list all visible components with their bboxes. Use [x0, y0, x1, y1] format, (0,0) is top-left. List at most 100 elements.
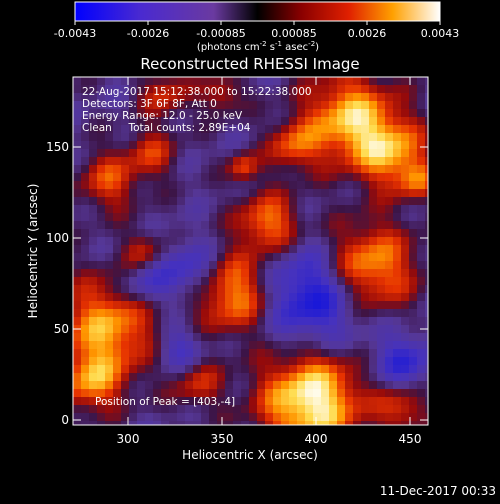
image-pixel	[169, 157, 178, 166]
image-pixel	[153, 317, 162, 326]
image-pixel	[233, 357, 242, 366]
image-pixel	[169, 149, 178, 158]
image-pixel	[233, 245, 242, 254]
image-pixel	[241, 141, 250, 150]
image-pixel	[177, 85, 186, 94]
image-pixel	[369, 261, 378, 270]
image-pixel	[161, 293, 170, 302]
image-pixel	[89, 141, 98, 150]
image-pixel	[137, 229, 146, 238]
image-pixel	[201, 101, 210, 110]
image-pixel	[249, 317, 258, 326]
image-pixel	[353, 397, 362, 406]
image-pixel	[169, 413, 178, 422]
image-pixel	[201, 397, 210, 406]
image-pixel	[393, 397, 402, 406]
image-pixel	[185, 197, 194, 206]
image-pixel	[249, 341, 258, 350]
image-pixel	[145, 325, 154, 334]
image-pixel	[129, 309, 138, 318]
image-pixel	[345, 365, 354, 374]
image-pixel	[153, 349, 162, 358]
image-pixel	[329, 389, 338, 398]
image-pixel	[281, 325, 290, 334]
image-pixel	[425, 109, 428, 118]
image-pixel	[401, 253, 410, 262]
image-pixel	[209, 309, 218, 318]
image-pixel	[329, 93, 338, 102]
image-pixel	[425, 245, 428, 254]
image-pixel	[257, 181, 266, 190]
image-pixel	[417, 125, 426, 134]
image-pixel	[313, 77, 322, 86]
image-pixel	[225, 149, 234, 158]
image-pixel	[113, 365, 122, 374]
image-pixel	[209, 165, 218, 174]
image-pixel	[257, 325, 266, 334]
image-pixel	[241, 333, 250, 342]
image-pixel	[209, 381, 218, 390]
image-pixel	[121, 181, 130, 190]
image-pixel	[377, 165, 386, 174]
image-pixel	[161, 325, 170, 334]
image-pixel	[129, 125, 138, 134]
image-pixel	[393, 125, 402, 134]
image-pixel	[129, 389, 138, 398]
image-pixel	[281, 413, 290, 422]
image-pixel	[329, 77, 338, 86]
image-pixel	[289, 77, 298, 86]
image-pixel	[201, 109, 210, 118]
image-pixel	[377, 325, 386, 334]
image-pixel	[201, 133, 210, 142]
image-pixel	[313, 117, 322, 126]
image-pixel	[281, 213, 290, 222]
image-pixel	[289, 349, 298, 358]
image-pixel	[369, 389, 378, 398]
image-pixel	[265, 349, 274, 358]
image-pixel	[73, 341, 82, 350]
image-pixel	[393, 261, 402, 270]
image-pixel	[73, 317, 82, 326]
image-pixel	[329, 373, 338, 382]
image-pixel	[217, 181, 226, 190]
image-pixel	[169, 277, 178, 286]
image-pixel	[193, 205, 202, 214]
image-pixel	[169, 365, 178, 374]
image-pixel	[153, 125, 162, 134]
image-pixel	[265, 221, 274, 230]
image-pixel	[217, 117, 226, 126]
image-pixel	[169, 285, 178, 294]
image-pixel	[369, 357, 378, 366]
image-pixel	[289, 333, 298, 342]
y-axis-label: Heliocentric Y (arcsec)	[26, 184, 40, 319]
image-pixel	[193, 149, 202, 158]
image-pixel	[401, 181, 410, 190]
image-pixel	[185, 237, 194, 246]
image-pixel	[201, 93, 210, 102]
image-pixel	[105, 229, 114, 238]
image-pixel	[265, 309, 274, 318]
x-tick-label: 350	[211, 432, 234, 446]
image-pixel	[409, 77, 418, 86]
image-pixel	[241, 373, 250, 382]
image-pixel	[201, 381, 210, 390]
image-pixel	[409, 197, 418, 206]
image-pixel	[385, 165, 394, 174]
image-pixel	[281, 349, 290, 358]
image-pixel	[113, 389, 122, 398]
image-pixel	[409, 325, 418, 334]
image-pixel	[305, 349, 314, 358]
image-pixel	[401, 397, 410, 406]
image-pixel	[177, 325, 186, 334]
image-pixel	[401, 221, 410, 230]
image-pixel	[145, 221, 154, 230]
image-pixel	[369, 373, 378, 382]
image-pixel	[241, 285, 250, 294]
image-pixel	[185, 285, 194, 294]
image-pixel	[113, 301, 122, 310]
image-pixel	[161, 413, 170, 422]
image-pixel	[137, 237, 146, 246]
image-pixel	[161, 85, 170, 94]
image-pixel	[353, 389, 362, 398]
image-pixel	[177, 237, 186, 246]
